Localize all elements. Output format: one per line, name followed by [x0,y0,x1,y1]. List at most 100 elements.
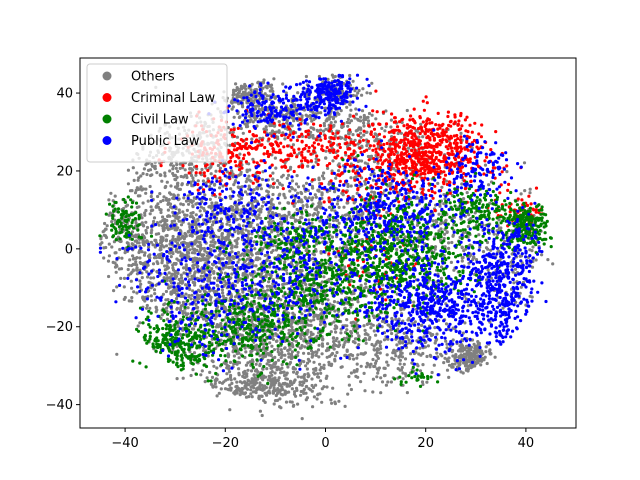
data-point [237,387,241,391]
data-point [178,228,182,232]
data-point [183,168,187,172]
data-point [255,217,259,221]
data-point [266,216,270,220]
data-point [157,223,161,227]
data-point [280,183,284,187]
data-point [181,303,185,307]
data-point [429,333,434,338]
data-point [302,184,306,188]
data-point [292,204,296,208]
data-point [272,383,276,387]
data-point [342,205,346,209]
data-point [290,124,294,128]
data-point [319,319,323,324]
data-point [380,380,385,384]
data-point [243,82,247,87]
data-point [250,201,254,205]
data-point [300,216,304,220]
data-point [379,376,383,380]
data-point [254,378,258,382]
data-point [363,332,367,336]
data-point [433,326,437,330]
data-point [224,281,228,286]
data-point [472,349,476,354]
data-point [171,234,175,239]
data-point [156,205,161,209]
data-point [179,202,183,206]
data-point [194,226,198,230]
data-point [318,219,322,223]
data-point [130,299,134,303]
data-point [199,274,203,278]
data-point [279,371,283,375]
data-point [262,399,266,403]
data-point [334,255,338,259]
data-point [322,171,326,175]
data-point [181,376,185,380]
data-point [178,162,182,166]
data-point [260,107,265,112]
data-point [271,192,275,197]
data-point [306,328,310,332]
data-point [188,167,192,171]
data-point [287,348,291,352]
data-point [209,233,213,237]
data-point [221,294,225,298]
data-point [273,355,277,359]
data-point [275,398,280,402]
data-point [161,218,165,223]
data-point [349,108,353,112]
data-point [402,362,406,366]
data-point [149,294,153,298]
data-point [242,254,246,258]
data-point [212,276,217,280]
data-point [215,307,219,311]
data-point [127,299,131,303]
data-point [430,370,434,375]
data-point [281,131,285,135]
data-point [165,180,169,184]
data-point [187,202,191,206]
data-point [370,113,374,117]
data-point [260,177,265,182]
data-point [151,262,156,266]
data-point [462,348,466,352]
data-point [258,354,262,358]
data-point [185,250,190,254]
data-point [165,226,169,230]
data-point [162,195,166,199]
data-point [161,238,165,242]
data-point [171,266,175,270]
data-point [235,242,239,246]
data-point [249,273,253,277]
data-point [311,136,315,140]
data-point [253,118,257,122]
data-point [303,195,307,199]
data-point [158,246,163,250]
data-point [208,273,212,277]
data-point [275,185,280,189]
data-point [440,354,444,358]
data-point [305,396,309,400]
data-point [177,219,181,223]
data-point [213,241,217,245]
data-point [320,193,324,197]
data-point [346,184,350,189]
data-point [333,327,337,331]
data-point [158,192,162,196]
data-point [203,209,207,213]
data-point [259,296,263,300]
data-point [407,338,411,342]
data-point [218,186,222,190]
data-point [242,375,246,379]
data-point [382,338,387,342]
data-point [246,229,250,233]
data-point [110,245,114,249]
data-point [420,380,425,384]
data-point [168,202,173,206]
data-point [413,320,417,324]
data-point [237,367,241,371]
data-point [437,229,441,233]
data-point [169,290,173,294]
data-point [196,305,200,310]
